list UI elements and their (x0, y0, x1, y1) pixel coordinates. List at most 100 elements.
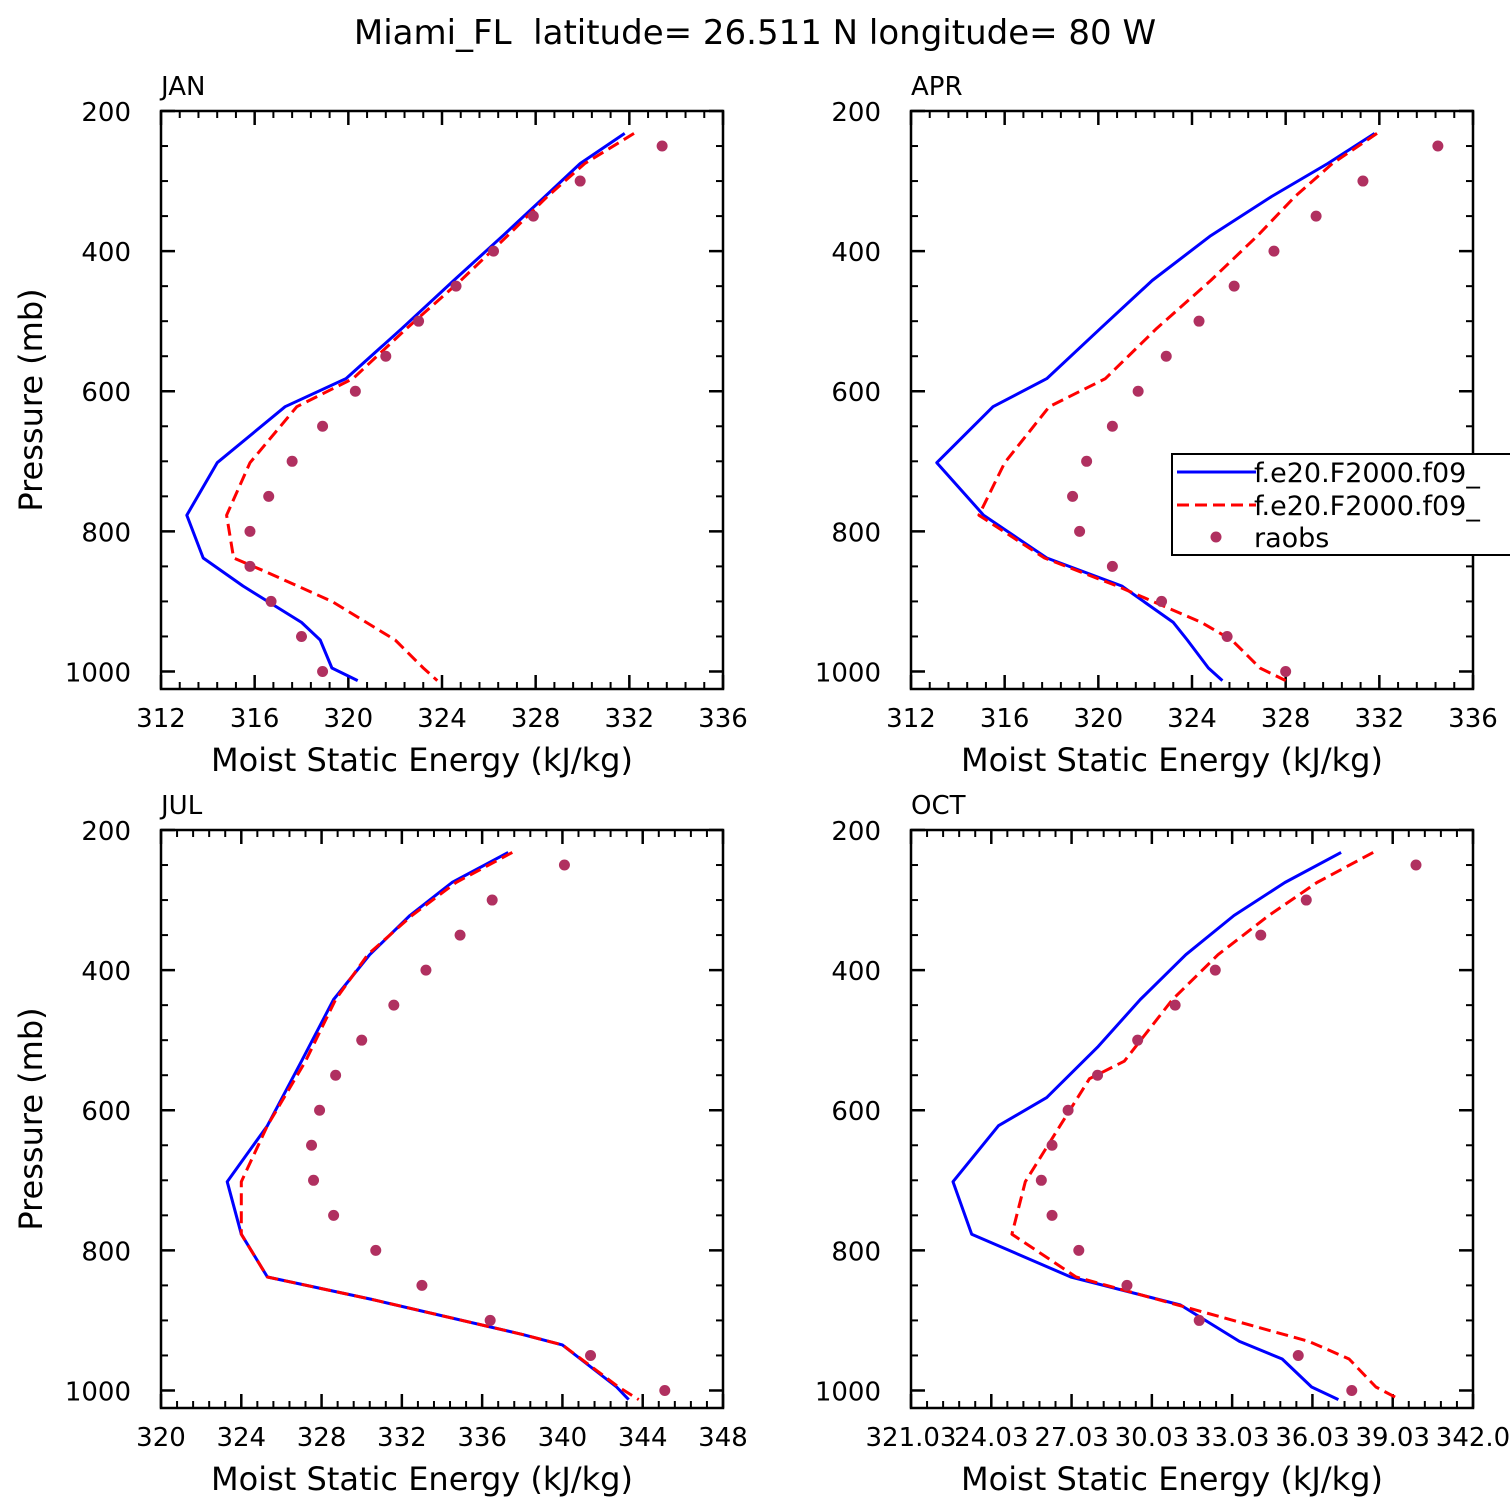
raobs-point (1073, 1244, 1085, 1256)
x-tick-label: 328 (511, 704, 561, 734)
series-line-solid (935, 132, 1376, 682)
raobs-point (656, 140, 668, 152)
y-tick-label: 1000 (815, 1377, 881, 1407)
raobs-point (1346, 1384, 1358, 1396)
raobs-point (1310, 210, 1322, 222)
raobs-point (1132, 385, 1144, 397)
y-tick-label: 400 (831, 957, 881, 987)
x-tick-label: 342.0 (1436, 1423, 1510, 1453)
legend: f.e20.F2000.f09_f.e20.F2000.f09_raobs (1171, 453, 1510, 556)
y-tick-label: 1000 (65, 1377, 131, 1407)
series-line-dashed (1010, 851, 1401, 1401)
x-tick-label: 24.03 (954, 1423, 1028, 1453)
x-tick-label: 324 (1167, 704, 1217, 734)
raobs-point (370, 1244, 382, 1256)
raobs-point (1221, 630, 1233, 642)
raobs-point (1121, 1279, 1133, 1291)
series-line-solid (951, 851, 1342, 1401)
plot-frame (159, 828, 725, 1410)
raobs-point (328, 1209, 340, 1221)
x-axis-title: Moist Static Energy (kJ/kg) (211, 741, 633, 779)
x-tick-label: 332 (377, 1423, 427, 1453)
series-line-solid (185, 132, 626, 682)
raobs-point (413, 315, 425, 327)
x-tick-label: 316 (980, 704, 1030, 734)
x-tick-label: 336 (457, 1423, 507, 1453)
y-tick-label: 200 (81, 98, 131, 128)
raobs-point (349, 385, 361, 397)
raobs-point (1228, 280, 1240, 292)
y-tick-label: 400 (831, 238, 881, 268)
y-tick-label: 200 (831, 98, 881, 128)
raobs-point (1432, 140, 1444, 152)
legend-swatch-dot (1210, 531, 1222, 543)
y-axis-title: Pressure (mb) (12, 1007, 50, 1230)
series-line-dashed (977, 132, 1378, 682)
x-tick-label: 324 (417, 704, 467, 734)
x-tick-label: 332 (1355, 704, 1405, 734)
raobs-point (1046, 1139, 1058, 1151)
raobs-point (659, 1384, 671, 1396)
x-tick-label: 336 (698, 704, 748, 734)
x-tick-label: 320 (136, 1423, 186, 1453)
raobs-point (265, 595, 277, 607)
y-tick-label: 600 (831, 378, 881, 408)
raobs-point (1410, 859, 1422, 871)
y-tick-label: 200 (81, 817, 131, 847)
raobs-point (527, 210, 539, 222)
y-tick-label: 1000 (815, 658, 881, 688)
raobs-point (244, 560, 256, 572)
panel-label: OCT (911, 791, 966, 821)
raobs-point (306, 1139, 318, 1151)
raobs-point (450, 280, 462, 292)
raobs-point (420, 964, 432, 976)
raobs-point (1067, 490, 1079, 502)
raobs-point (1132, 1034, 1144, 1046)
raobs-point (1280, 665, 1292, 677)
raobs-point (416, 1279, 428, 1291)
y-tick-label: 600 (81, 1097, 131, 1127)
raobs-point (244, 525, 256, 537)
raobs-point (314, 1104, 326, 1116)
panel-apr: APR 312 316 320 324 328 332 336 200 400 600 800 1000… (815, 72, 1498, 779)
raobs-point (308, 1174, 320, 1186)
raobs-point (574, 175, 586, 187)
raobs-point (558, 859, 570, 871)
raobs-point (585, 1349, 597, 1361)
raobs-point (1106, 560, 1118, 572)
x-tick-label: 320 (1074, 704, 1124, 734)
raobs-point (356, 1034, 368, 1046)
raobs-point (486, 894, 498, 906)
x-tick-label: 328 (1261, 704, 1311, 734)
x-tick-label: 30.03 (1115, 1423, 1189, 1453)
panel-jan: JAN 312 316 320 324 328 332 336 200 400 600 800 1000… (12, 72, 748, 779)
raobs-point (1081, 455, 1093, 467)
raobs-point (1062, 1104, 1074, 1116)
x-tick-label: 344 (618, 1423, 668, 1453)
x-axis-title: Moist Static Energy (kJ/kg) (211, 1460, 633, 1498)
x-tick-label: 336 (1448, 704, 1498, 734)
y-tick-label: 400 (81, 957, 131, 987)
panel-label: JUL (159, 791, 203, 821)
figure-title: Miami_FL latitude= 26.511 N longitude= 8… (354, 13, 1156, 53)
y-tick-label: 800 (81, 518, 131, 548)
x-tick-label: 328 (297, 1423, 347, 1453)
y-tick-label: 800 (831, 518, 881, 548)
x-tick-label: 36.03 (1275, 1423, 1349, 1453)
raobs-point (1357, 175, 1369, 187)
raobs-point (1292, 1349, 1304, 1361)
raobs-point (286, 455, 298, 467)
raobs-point (484, 1314, 496, 1326)
x-tick-label: 348 (698, 1423, 748, 1453)
raobs-point (296, 630, 307, 642)
x-tick-label: 321.03 (866, 1423, 957, 1453)
raobs-point (1209, 964, 1221, 976)
legend-label: raobs (1254, 523, 1329, 554)
x-axis-title: Moist Static Energy (kJ/kg) (961, 741, 1383, 779)
x-tick-label: 33.03 (1195, 1423, 1269, 1453)
x-tick-label: 312 (136, 704, 186, 734)
series-line-dashed (239, 851, 640, 1401)
raobs-point (317, 420, 329, 432)
x-tick-label: 312 (886, 704, 936, 734)
x-axis-title: Moist Static Energy (kJ/kg) (961, 1460, 1383, 1498)
